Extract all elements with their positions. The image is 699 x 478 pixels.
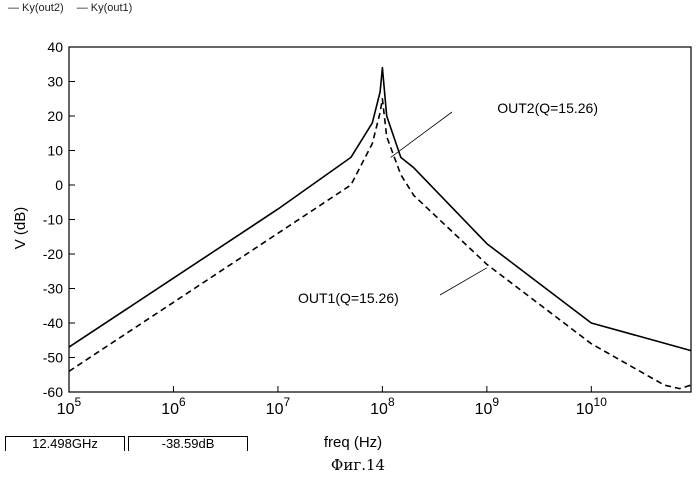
- y-tick-label: 40: [47, 39, 63, 55]
- y-tick-label: 20: [47, 108, 63, 124]
- y-tick-label: 0: [55, 177, 63, 193]
- annotation-leader-out2: [391, 112, 452, 157]
- y-tick-label: 30: [47, 74, 63, 90]
- y-tick-label: -60: [43, 384, 63, 400]
- series-line-kyout1: [69, 99, 691, 389]
- y-tick-label: -50: [43, 350, 63, 366]
- x-tick-label: 106: [161, 395, 186, 418]
- y-axis-label: V (dB): [12, 207, 29, 250]
- plot-frame: [69, 47, 691, 392]
- x-tick-label: 108: [370, 395, 395, 418]
- y-tick-labels: 40 30 20 10 0 -10 -20 -30 -40 -50 -60: [43, 39, 63, 400]
- x-tick-labels: 1051061071081091010: [57, 395, 607, 418]
- x-tick-label: 109: [475, 395, 500, 418]
- y-tick-label: -40: [43, 315, 63, 331]
- y-tick-label: 10: [47, 143, 63, 159]
- x-axis-label: freq (Hz): [324, 434, 382, 451]
- y-tick-label: -10: [43, 212, 63, 228]
- y-tick-label: -20: [43, 246, 63, 262]
- annotation-out1: OUT1(Q=15.26): [298, 290, 399, 306]
- x-tick-label: 107: [266, 395, 291, 418]
- chart: 403020100-10-20-30-40-50-60 105106107108…: [0, 0, 699, 478]
- cursor-value-readout: -38.59dB: [128, 436, 248, 451]
- cursor-frequency-readout: 12.498GHz: [5, 436, 125, 451]
- annotation-out2: OUT2(Q=15.26): [497, 100, 598, 116]
- figure-caption: Фиг.14: [318, 456, 398, 474]
- x-tick-label: 1010: [576, 395, 607, 418]
- y-tick-label: -30: [43, 281, 63, 297]
- annotation-leader-out1: [440, 268, 487, 295]
- plot-area: [69, 47, 691, 392]
